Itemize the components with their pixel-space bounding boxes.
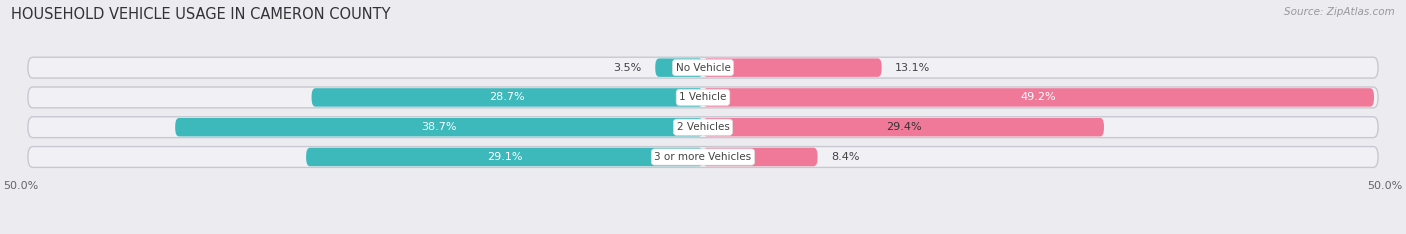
Text: 29.4%: 29.4% (886, 122, 921, 132)
Text: No Vehicle: No Vehicle (675, 63, 731, 73)
Text: Source: ZipAtlas.com: Source: ZipAtlas.com (1284, 7, 1395, 17)
FancyBboxPatch shape (307, 148, 703, 166)
FancyBboxPatch shape (703, 88, 1374, 107)
FancyBboxPatch shape (176, 118, 703, 136)
FancyBboxPatch shape (28, 57, 1378, 78)
FancyBboxPatch shape (655, 58, 703, 77)
Text: 38.7%: 38.7% (422, 122, 457, 132)
FancyBboxPatch shape (28, 146, 1378, 167)
FancyBboxPatch shape (28, 87, 1378, 108)
FancyBboxPatch shape (703, 118, 1104, 136)
Text: 1 Vehicle: 1 Vehicle (679, 92, 727, 102)
Text: 3.5%: 3.5% (613, 63, 641, 73)
FancyBboxPatch shape (703, 148, 817, 166)
Text: HOUSEHOLD VEHICLE USAGE IN CAMERON COUNTY: HOUSEHOLD VEHICLE USAGE IN CAMERON COUNT… (11, 7, 391, 22)
FancyBboxPatch shape (312, 88, 703, 107)
FancyBboxPatch shape (703, 58, 882, 77)
Text: 3 or more Vehicles: 3 or more Vehicles (654, 152, 752, 162)
Text: 28.7%: 28.7% (489, 92, 524, 102)
Text: 29.1%: 29.1% (486, 152, 522, 162)
Text: 13.1%: 13.1% (896, 63, 931, 73)
Text: 2 Vehicles: 2 Vehicles (676, 122, 730, 132)
Text: 8.4%: 8.4% (831, 152, 859, 162)
FancyBboxPatch shape (28, 117, 1378, 138)
Text: 49.2%: 49.2% (1021, 92, 1056, 102)
